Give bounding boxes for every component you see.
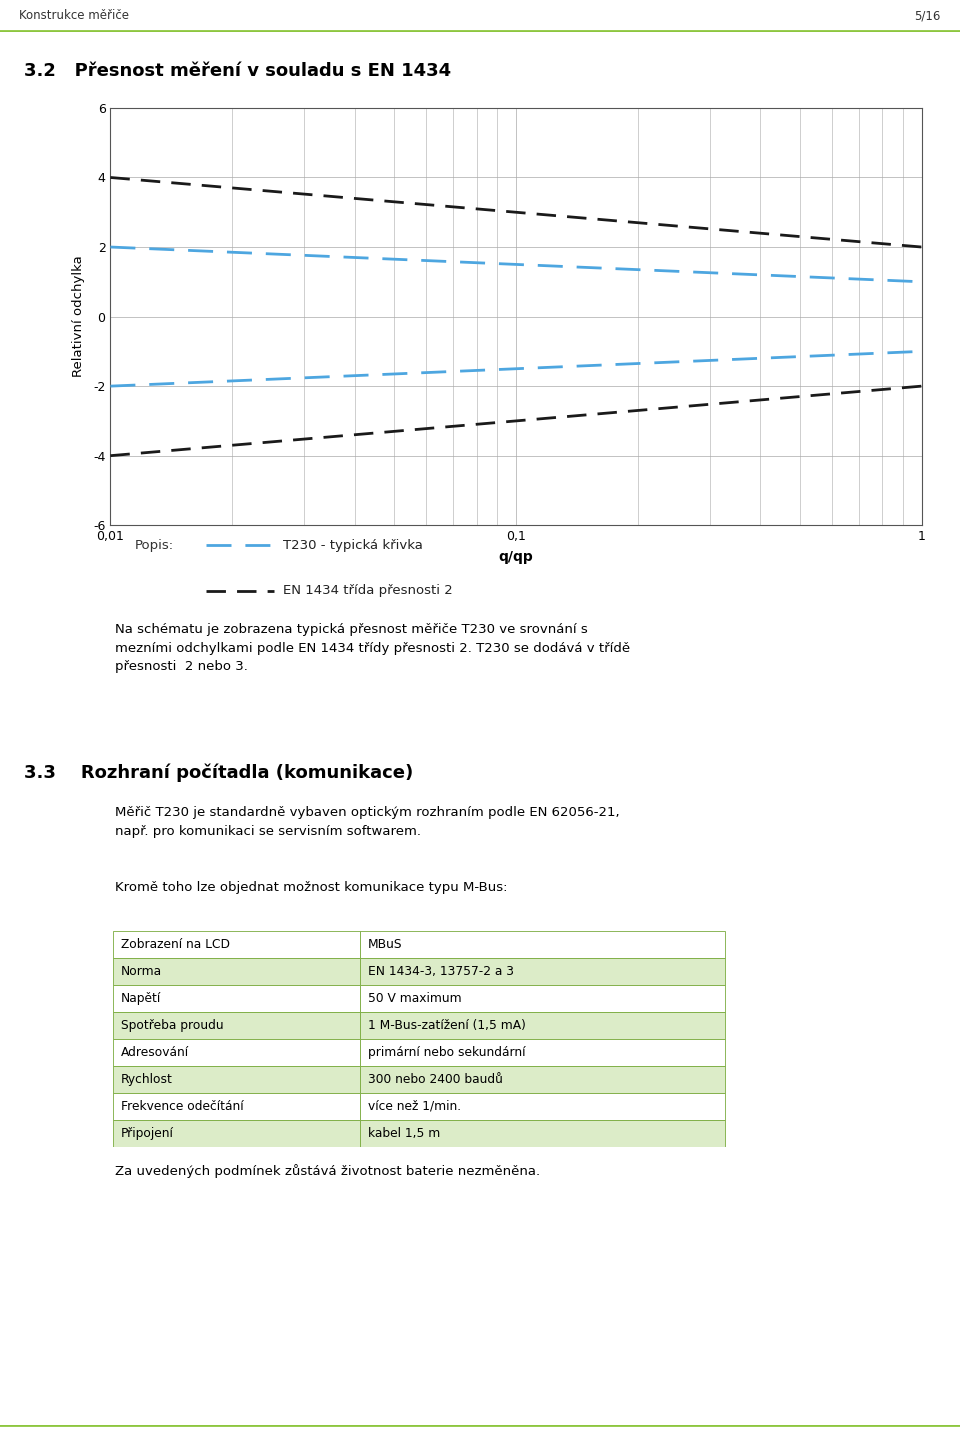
Text: 5/16: 5/16 bbox=[915, 9, 941, 23]
Text: Na schématu je zobrazena typická přesnost měřiče T230 ve srovnání s
mezními odch: Na schématu je zobrazena typická přesnos… bbox=[115, 623, 631, 673]
Text: 300 nebo 2400 baudů: 300 nebo 2400 baudů bbox=[368, 1073, 502, 1086]
FancyBboxPatch shape bbox=[113, 1094, 360, 1120]
FancyBboxPatch shape bbox=[113, 1120, 360, 1147]
Text: 50 V maximum: 50 V maximum bbox=[368, 991, 462, 1004]
FancyBboxPatch shape bbox=[113, 958, 360, 984]
Text: Rychlost: Rychlost bbox=[121, 1073, 173, 1086]
Text: EN 1434 třída přesnosti 2: EN 1434 třída přesnosti 2 bbox=[283, 584, 453, 597]
Text: Popis:: Popis: bbox=[134, 538, 174, 551]
Text: Za uvedených podmínek zůstává životnost baterie nezměněna.: Za uvedených podmínek zůstává životnost … bbox=[115, 1164, 540, 1179]
FancyBboxPatch shape bbox=[360, 1094, 725, 1120]
Text: primární nebo sekundární: primární nebo sekundární bbox=[368, 1046, 525, 1059]
X-axis label: q/qp: q/qp bbox=[498, 550, 534, 564]
FancyBboxPatch shape bbox=[113, 1066, 360, 1094]
FancyBboxPatch shape bbox=[360, 958, 725, 984]
Y-axis label: Relativní odchylka: Relativní odchylka bbox=[72, 256, 84, 377]
Text: Spotřeba proudu: Spotřeba proudu bbox=[121, 1019, 224, 1032]
Text: Zobrazení na LCD: Zobrazení na LCD bbox=[121, 938, 230, 951]
FancyBboxPatch shape bbox=[113, 1039, 360, 1066]
Text: Konstrukce měřiče: Konstrukce měřiče bbox=[19, 9, 130, 23]
Text: Adresování: Adresování bbox=[121, 1046, 189, 1059]
Text: Připojení: Připojení bbox=[121, 1127, 174, 1140]
FancyBboxPatch shape bbox=[360, 1039, 725, 1066]
Text: T230 - typická křivka: T230 - typická křivka bbox=[283, 538, 423, 551]
Text: MBuS: MBuS bbox=[368, 938, 402, 951]
Text: Kromě toho lze objednat možnost komunikace typu M-Bus:: Kromě toho lze objednat možnost komunika… bbox=[115, 881, 508, 894]
FancyBboxPatch shape bbox=[113, 984, 360, 1012]
Text: Norma: Norma bbox=[121, 966, 162, 979]
FancyBboxPatch shape bbox=[113, 1012, 360, 1039]
FancyBboxPatch shape bbox=[113, 931, 360, 958]
FancyBboxPatch shape bbox=[360, 984, 725, 1012]
Text: 1 M-Bus-zatížení (1,5 mA): 1 M-Bus-zatížení (1,5 mA) bbox=[368, 1019, 525, 1032]
Text: EN 1434-3, 13757-2 a 3: EN 1434-3, 13757-2 a 3 bbox=[368, 966, 514, 979]
Text: kabel 1,5 m: kabel 1,5 m bbox=[368, 1127, 440, 1140]
Text: více než 1/min.: více než 1/min. bbox=[368, 1099, 461, 1112]
FancyBboxPatch shape bbox=[360, 1066, 725, 1094]
FancyBboxPatch shape bbox=[360, 1012, 725, 1039]
Text: Napětí: Napětí bbox=[121, 991, 161, 1004]
Text: 3.2   Přesnost měření v souladu s EN 1434: 3.2 Přesnost měření v souladu s EN 1434 bbox=[24, 62, 451, 79]
Text: 3.3    Rozhraní počítadla (komunikace): 3.3 Rozhraní počítadla (komunikace) bbox=[24, 764, 413, 783]
FancyBboxPatch shape bbox=[360, 931, 725, 958]
Text: Měřič T230 je standardně vybaven optickým rozhraním podle EN 62056-21,
např. pro: Měřič T230 je standardně vybaven optický… bbox=[115, 806, 620, 837]
Text: Frekvence odečítání: Frekvence odečítání bbox=[121, 1099, 244, 1112]
FancyBboxPatch shape bbox=[360, 1120, 725, 1147]
